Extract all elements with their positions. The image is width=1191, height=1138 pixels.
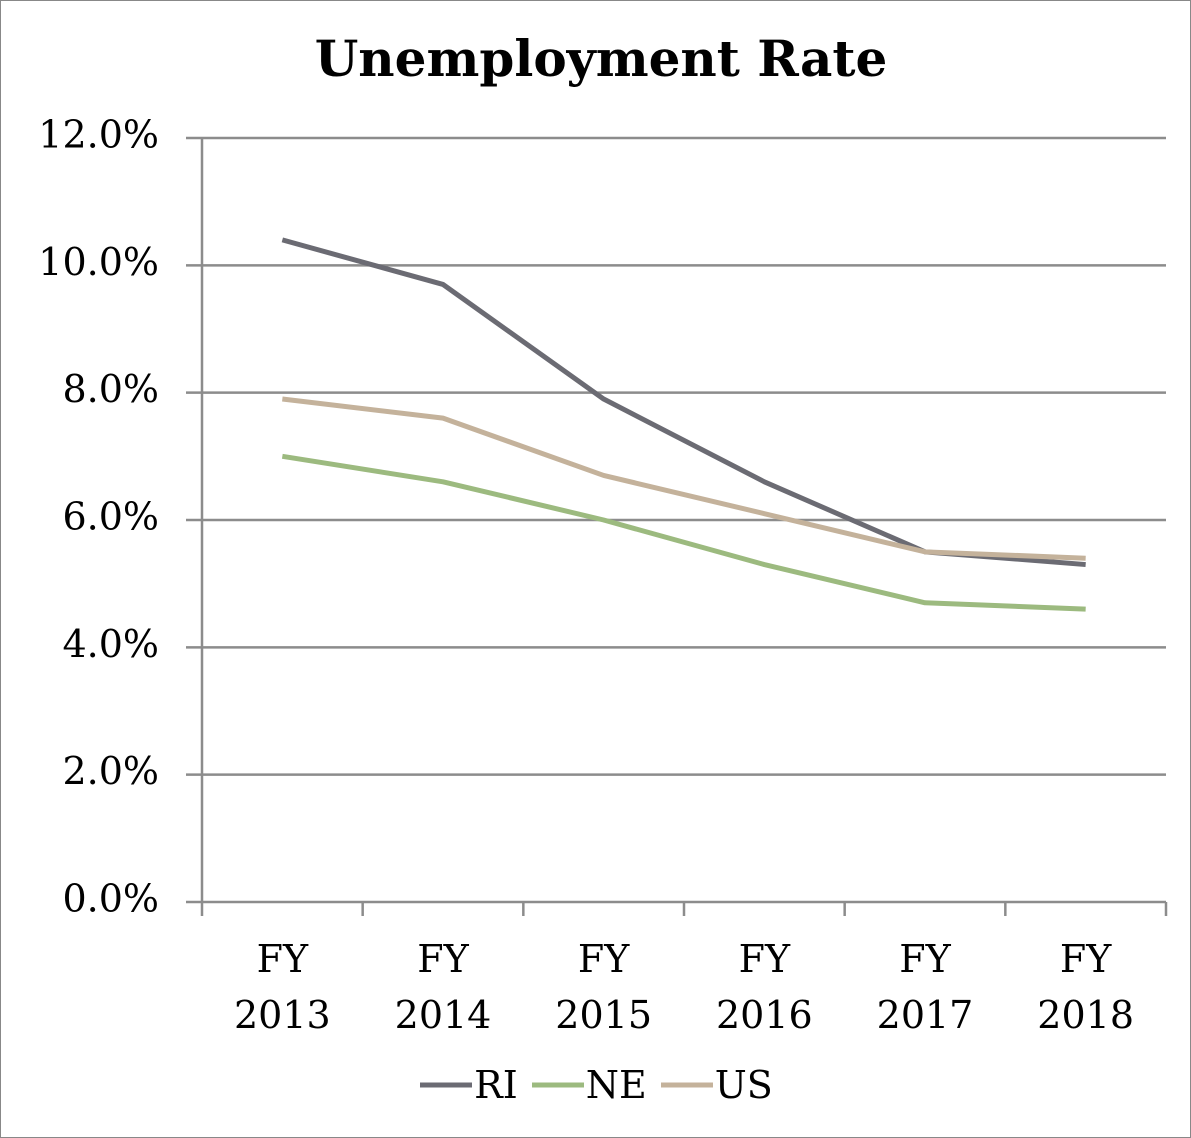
legend-swatch [420,1082,473,1088]
legend-item: US [659,1063,773,1107]
x-tick-label: FY 2015 [555,937,653,1037]
y-tick-label: 2.0% [62,749,159,793]
legend: RI NE US [1,1063,1190,1107]
legend-label: US [714,1063,773,1107]
legend-item: RI [418,1063,518,1107]
legend-swatch [531,1082,584,1088]
series-line [281,237,1086,568]
legend-label: RI [474,1063,518,1107]
series-line [282,396,1086,561]
y-tick-label: 10.0% [38,240,159,284]
legend-swatch [660,1082,713,1088]
y-tick-label: 8.0% [62,367,159,411]
y-tick-label: 6.0% [62,495,159,539]
x-tick-label: FY 2013 [233,937,331,1037]
legend-label: NE [585,1063,647,1107]
y-tick-label: 12.0% [38,113,159,157]
x-tick-label: FY 2016 [715,937,813,1037]
series-line [281,453,1086,612]
x-tick-label: FY 2014 [394,937,492,1037]
legend-item: NE [530,1063,647,1107]
chart-title: Unemployment Rate [315,29,888,88]
y-tick-label: 4.0% [62,622,159,666]
x-tick-label: FY 2017 [876,937,974,1037]
y-tick-label: 0.0% [62,877,159,921]
x-tick-label: FY 2018 [1037,937,1135,1037]
